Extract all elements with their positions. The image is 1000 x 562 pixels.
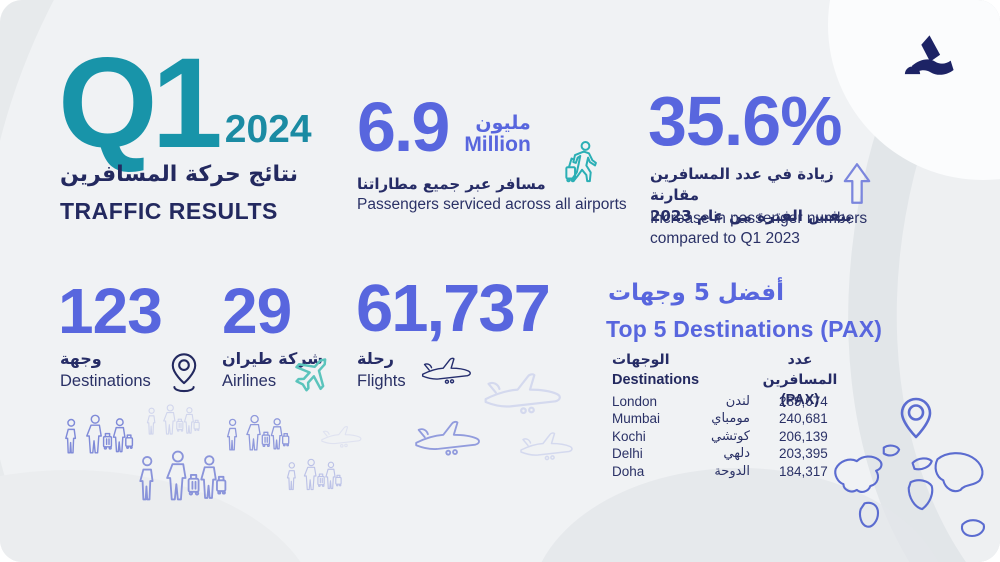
passengers-caption-english: Passengers serviced across all airports <box>357 196 627 213</box>
passengers-unit-english: Million <box>464 133 531 157</box>
passenger-walker-icon <box>562 139 602 185</box>
growth-caption-english-line2: compared to Q1 2023 <box>650 230 800 247</box>
world-map-icon <box>828 440 1000 560</box>
table-cell-pax: 240,681 <box>779 411 828 427</box>
flights-value: 61,737 <box>356 271 551 346</box>
top5-col-pax-arabic: عدد المسافرين <box>762 352 838 388</box>
table-cell-city-ar: كوتشي <box>711 428 750 444</box>
destinations-pin-icon <box>168 350 200 397</box>
travellers-group-icon <box>64 414 136 458</box>
growth-caption-english-line1: Increase in passenger numbers <box>650 210 868 227</box>
top5-header-destinations: الوجهات Destinations <box>612 350 699 390</box>
airlines-value: 29 <box>222 275 292 347</box>
growth-caption-arabic: زيادة في عدد المسافرين مقارنة بنفس الفتر… <box>650 164 855 227</box>
decorative-plane-icon <box>516 430 576 463</box>
passengers-value: 6.9 <box>357 88 450 166</box>
passengers-unit-arabic: مليون <box>475 111 531 134</box>
table-cell-city-ar: لندن <box>725 394 750 409</box>
top5-title-arabic: أفضل 5 وجهات <box>608 280 784 306</box>
increase-arrow-icon <box>842 161 872 205</box>
top5-header-pax: عدد المسافرين (PAX) <box>752 350 848 410</box>
decorative-plane-icon <box>410 418 484 459</box>
growth-caption-arabic-line2: بنفس الفترة من عام 2023 <box>650 207 852 225</box>
map-pin-icon <box>896 396 936 444</box>
table-cell-city-en: Delhi <box>612 446 643 462</box>
table-cell-pax: 203,395 <box>779 446 828 462</box>
flights-label-english: Flights <box>357 372 406 390</box>
travellers-group-icon <box>286 458 344 494</box>
table-cell-pax: 289,674 <box>779 394 828 409</box>
airlines-label-arabic: شركة طيران <box>222 349 323 368</box>
travellers-group-icon <box>146 404 202 438</box>
table-cell-city-en: London <box>612 394 658 409</box>
table-cell-pax: 184,317 <box>779 463 828 479</box>
destinations-label-english: Destinations <box>60 372 151 390</box>
quarter-block: Q1 2024 <box>58 32 312 175</box>
growth-caption-english: Increase in passenger numbers compared t… <box>650 209 867 249</box>
table-cell-city-en: Kochi <box>612 428 646 444</box>
table-cell-city-en: Mumbai <box>612 411 661 427</box>
table-cell-pax: 206,139 <box>779 428 828 444</box>
top5-title-english: Top 5 Destinations (PAX) <box>606 316 883 342</box>
flights-plane-icon <box>418 352 474 390</box>
quarter-label: Q1 <box>58 32 223 175</box>
airlines-label-english: Airlines <box>222 372 277 390</box>
passengers-caption-arabic: مسافر عبر جميع مطاراتنا <box>357 175 546 193</box>
decorative-plane-icon <box>318 424 364 450</box>
table-cell-city-ar: مومباي <box>711 411 750 427</box>
year-label: 2024 <box>224 108 312 152</box>
travellers-group-icon <box>138 450 230 506</box>
growth-caption-arabic-line1: زيادة في عدد المسافرين مقارنة <box>650 165 834 204</box>
page-title-english: TRAFFIC RESULTS <box>60 198 278 224</box>
page-title-arabic: نتائج حركة المسافرين <box>60 162 298 187</box>
destinations-label-arabic: وجهة <box>60 349 102 368</box>
travellers-group-icon <box>226 414 292 455</box>
brand-logo-icon <box>904 35 954 75</box>
passengers-stat: 6.9 مليون Million <box>357 88 531 166</box>
top5-col-pax-english: (PAX) <box>780 392 820 408</box>
table-cell-city-ar: الدوحة <box>714 463 750 479</box>
top5-col-city-arabic: الوجهات <box>612 352 670 368</box>
destinations-value: 123 <box>58 275 163 347</box>
decorative-plane-icon <box>478 370 566 418</box>
top5-col-city-english: Destinations <box>612 372 700 388</box>
top5-table: London لندن 289,674 Mumbai مومباي 240,68… <box>612 394 870 481</box>
flights-label-arabic: رحلة <box>357 349 394 368</box>
growth-value: 35.6% <box>648 82 842 160</box>
table-cell-city-en: Doha <box>612 463 645 479</box>
table-cell-city-ar: دلهي <box>723 446 750 462</box>
